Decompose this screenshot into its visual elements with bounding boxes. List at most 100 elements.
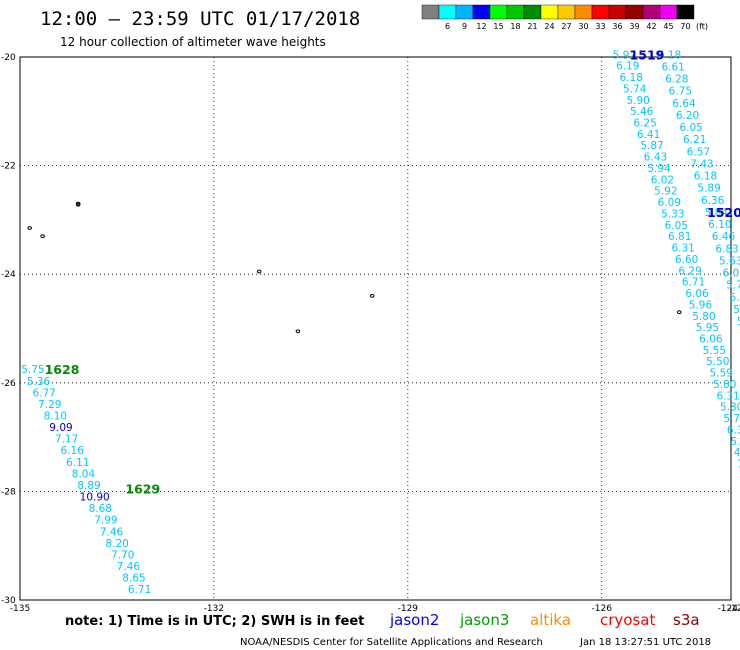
swh-value: 5.94 (647, 163, 671, 175)
island (40, 234, 45, 239)
island (295, 329, 301, 334)
axis-ticks: -135 -132 -129 -126 -123-124 -20 -22 -24 -26 -28 -… (1, 53, 740, 614)
swh-value: 6.71 (128, 584, 151, 596)
swh-value: 7.19 (737, 459, 740, 471)
swh-value: 10.90 (80, 492, 110, 504)
swh-value: 6.28 (665, 74, 688, 86)
swh-value: 7.46 (117, 561, 141, 573)
swh-value: 6.46 (712, 231, 736, 243)
scale-label: 33 (595, 22, 605, 31)
swh-value: 5.75 (21, 364, 44, 376)
scale-label: 15 (493, 22, 503, 31)
swh-value: 6.10 (708, 219, 731, 231)
swh-value: 6.77 (32, 387, 55, 399)
swh-value: 6.02 (651, 174, 674, 186)
scale-label: 70 (680, 22, 690, 31)
grid (20, 57, 731, 600)
swh-value: 8.20 (105, 538, 128, 550)
scale-swatch (438, 4, 457, 20)
legend-altika: altika (530, 611, 571, 629)
wave-height-tracks: 5.926.196.185.745.905.466.256.415.876.43… (21, 49, 740, 596)
swh-value: 6.05 (679, 122, 702, 134)
swh-value: 8.89 (77, 480, 100, 492)
units-note: note: 1) Time is in UTC; 2) SWH is in fe… (65, 614, 364, 629)
scale-swatch (421, 4, 440, 20)
pass-label: 1520 (707, 205, 740, 220)
x-tick-label: -129 (398, 604, 419, 614)
footer-credit: NOAA/NESDIS Center for Satellite Applica… (240, 637, 543, 648)
swh-value: 8.04 (72, 468, 96, 480)
island (75, 202, 81, 207)
swh-value: 8.65 (122, 573, 145, 585)
island (676, 310, 682, 315)
scale-label: 6 (445, 22, 450, 31)
swh-value: 6.41 (637, 129, 660, 141)
island (369, 294, 375, 298)
swh-value: 6.20 (676, 110, 699, 122)
swh-value: 5.59 (710, 368, 733, 380)
swh-value: 5.49 (730, 292, 740, 304)
pass-label: 1628 (45, 362, 80, 377)
swh-value: 5.66 (737, 316, 740, 328)
scale-label: 12 (476, 22, 486, 31)
scale-label: 30 (578, 22, 588, 31)
swh-value: 6.64 (672, 98, 696, 110)
y-tick-label: -28 (1, 487, 16, 497)
scale-swatch (455, 4, 474, 20)
scale-label: 45 (663, 22, 673, 31)
swh-value: 6.18 (620, 72, 643, 84)
swh-value: 5.89 (697, 183, 720, 195)
swh-value: 6.61 (661, 61, 684, 73)
swh-value: 6.21 (683, 134, 706, 146)
swh-value: 5.80 (713, 379, 736, 391)
island (256, 269, 262, 274)
chart-title: 12:00 — 23:59 UTC 01/17/2018 (40, 8, 360, 30)
swh-value: 8.68 (89, 503, 112, 515)
swh-value: 6.18 (694, 171, 717, 183)
swh-value: 6.18 (658, 49, 681, 61)
swh-value: 7.46 (100, 526, 124, 538)
swh-value: 5.87 (640, 140, 663, 152)
swh-value: 5.95 (696, 322, 719, 334)
scale-label: 21 (527, 22, 537, 31)
scale-swatch (574, 4, 593, 20)
legend-jason3: jason3 (459, 611, 509, 629)
scale-swatch (608, 4, 627, 20)
swh-value: 6.19 (616, 61, 639, 73)
swh-value: 6.60 (675, 254, 698, 266)
scale-label: 39 (629, 22, 639, 31)
y-tick-label: -20 (1, 53, 16, 63)
swh-value: 5.90 (626, 95, 649, 107)
swh-value: 5.34 (733, 304, 740, 316)
x-tick-label: -124 (718, 604, 739, 614)
color-scale: 6 9 12 15 18 21 24 27 30 33 36 39 42 45 70 (ft) (421, 4, 708, 31)
swh-value: 6.29 (678, 265, 701, 277)
scale-swatch (489, 4, 508, 20)
swh-value: 5.73 (726, 280, 740, 292)
swh-value: 6.09 (658, 197, 681, 209)
swh-value: 5.84 (705, 207, 729, 219)
scale-swatch (591, 4, 610, 20)
swh-value: 9.09 (49, 422, 72, 434)
swh-value: 7.43 (690, 158, 713, 170)
swh-value: 8.10 (44, 411, 67, 423)
swh-value: 6.71 (682, 277, 705, 289)
scale-swatch (625, 4, 644, 20)
y-tick-label: -30 (1, 596, 16, 606)
footer-timestamp: Jan 18 13:27:51 UTC 2018 (579, 637, 711, 648)
pass-labels: 1519152015211522162816291431143014291428… (45, 47, 740, 497)
swh-value: 5.74 (623, 83, 647, 95)
scale-label: 27 (561, 22, 571, 31)
scale-swatch (642, 4, 661, 20)
pass-label: 1629 (125, 482, 160, 497)
scale-swatch (472, 4, 491, 20)
swh-value: 5.80 (720, 402, 740, 414)
swh-value: 6.81 (668, 231, 691, 243)
legend-s3a: s3a (673, 611, 700, 629)
swh-value: 5.80 (692, 311, 715, 323)
swh-value: 5.82 (730, 436, 740, 448)
scale-label: 24 (544, 22, 554, 31)
scale-swatch (540, 4, 559, 20)
